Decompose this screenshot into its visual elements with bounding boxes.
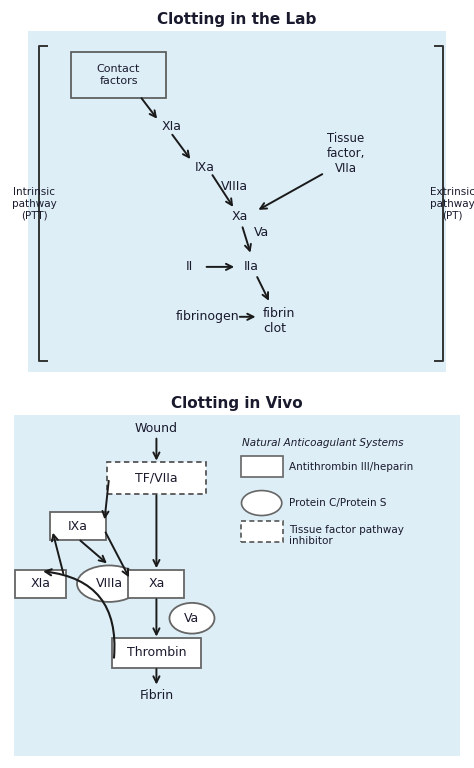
Text: Xa: Xa [148,578,164,590]
Text: Wound: Wound [135,422,178,435]
Text: Va: Va [254,226,269,239]
FancyBboxPatch shape [112,637,201,667]
FancyBboxPatch shape [14,415,460,756]
Text: IIa: IIa [244,260,259,273]
Text: Contact
factors: Contact factors [97,64,140,86]
FancyBboxPatch shape [241,521,283,542]
Ellipse shape [241,491,282,515]
Text: Natural Anticoagulant Systems: Natural Anticoagulant Systems [242,438,403,448]
Text: Thrombin: Thrombin [127,647,186,659]
FancyBboxPatch shape [71,51,166,98]
Text: Antithrombin III/heparin: Antithrombin III/heparin [289,462,413,472]
Text: Tissue
factor,
VIIa: Tissue factor, VIIa [327,132,365,175]
FancyBboxPatch shape [107,462,206,494]
Text: VIIIa: VIIIa [220,180,247,193]
FancyBboxPatch shape [128,570,184,598]
Text: XIa: XIa [30,578,50,590]
Text: Xa: Xa [231,210,247,223]
FancyBboxPatch shape [241,456,283,477]
Text: TF/VIIa: TF/VIIa [135,472,178,485]
Text: fibrinogen: fibrinogen [175,310,239,323]
Text: VIIIa: VIIIa [95,578,123,590]
Text: XIa: XIa [161,121,181,133]
Ellipse shape [77,565,141,602]
FancyBboxPatch shape [50,512,106,540]
Text: Fibrin: Fibrin [139,689,173,701]
Text: Tissue factor pathway
inhibitor: Tissue factor pathway inhibitor [289,525,404,547]
Text: Clotting in Vivo: Clotting in Vivo [171,396,303,411]
Text: Clotting in the Lab: Clotting in the Lab [157,12,317,27]
Text: IXa: IXa [194,161,214,174]
Text: Va: Va [184,612,200,624]
Text: II: II [186,260,193,273]
Text: Extrinsic
pathway
(PT): Extrinsic pathway (PT) [430,187,474,220]
FancyBboxPatch shape [15,570,66,598]
Text: IXa: IXa [68,520,88,532]
Text: fibrin
clot: fibrin clot [263,306,295,335]
Ellipse shape [170,603,214,634]
FancyBboxPatch shape [28,31,446,372]
Text: Intrinsic
pathway
(PTT): Intrinsic pathway (PTT) [12,187,56,220]
Text: Protein C/Protein S: Protein C/Protein S [289,498,387,508]
